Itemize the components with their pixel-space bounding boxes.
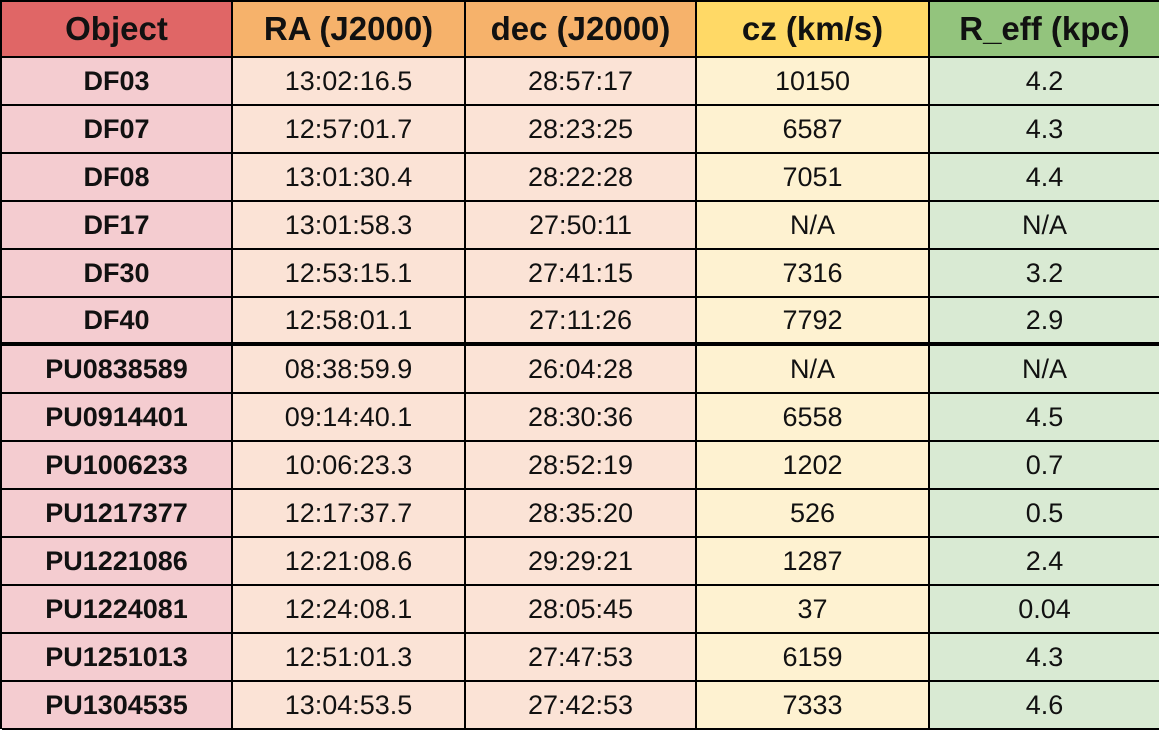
cell-ra: 09:14:40.1 <box>233 394 466 442</box>
header-ra: RA (J2000) <box>233 2 466 58</box>
cell-r-eff: 2.9 <box>930 298 1159 346</box>
cell-r-eff: 2.4 <box>930 538 1159 586</box>
cell-r-eff: 4.3 <box>930 106 1159 154</box>
cell-r-eff: 4.5 <box>930 394 1159 442</box>
cell-object: DF08 <box>2 154 233 202</box>
cell-dec: 28:35:20 <box>466 490 697 538</box>
cell-cz: 1202 <box>697 442 930 490</box>
cell-dec: 28:57:17 <box>466 58 697 106</box>
cell-cz: 526 <box>697 490 930 538</box>
cell-r-eff: 4.4 <box>930 154 1159 202</box>
cell-object: PU1221086 <box>2 538 233 586</box>
cell-ra: 12:51:01.3 <box>233 634 466 682</box>
cell-cz: 7333 <box>697 682 930 730</box>
cell-cz: 1287 <box>697 538 930 586</box>
cell-ra: 13:01:58.3 <box>233 202 466 250</box>
cell-cz: 7792 <box>697 298 930 346</box>
cell-dec: 27:50:11 <box>466 202 697 250</box>
cell-cz: 6558 <box>697 394 930 442</box>
cell-object: DF03 <box>2 58 233 106</box>
cell-dec: 28:30:36 <box>466 394 697 442</box>
cell-r-eff: 0.04 <box>930 586 1159 634</box>
cell-r-eff: 3.2 <box>930 250 1159 298</box>
cell-cz: 37 <box>697 586 930 634</box>
cell-ra: 12:53:15.1 <box>233 250 466 298</box>
cell-cz: 7051 <box>697 154 930 202</box>
cell-object: DF40 <box>2 298 233 346</box>
cell-object: PU1304535 <box>2 682 233 730</box>
cell-object: DF30 <box>2 250 233 298</box>
cell-object: PU1251013 <box>2 634 233 682</box>
cell-dec: 27:42:53 <box>466 682 697 730</box>
cell-object: DF17 <box>2 202 233 250</box>
cell-ra: 12:17:37.7 <box>233 490 466 538</box>
cell-ra: 10:06:23.3 <box>233 442 466 490</box>
cell-object: PU0914401 <box>2 394 233 442</box>
cell-cz: 6587 <box>697 106 930 154</box>
header-object: Object <box>2 2 233 58</box>
cell-object: PU0838589 <box>2 346 233 394</box>
cell-cz: N/A <box>697 202 930 250</box>
cell-object: PU1006233 <box>2 442 233 490</box>
cell-dec: 27:41:15 <box>466 250 697 298</box>
header-cz: cz (km/s) <box>697 2 930 58</box>
cell-cz: 6159 <box>697 634 930 682</box>
cell-r-eff: 4.2 <box>930 58 1159 106</box>
cell-r-eff: N/A <box>930 346 1159 394</box>
cell-r-eff: 0.7 <box>930 442 1159 490</box>
cell-ra: 12:24:08.1 <box>233 586 466 634</box>
cell-dec: 28:05:45 <box>466 586 697 634</box>
cell-ra: 08:38:59.9 <box>233 346 466 394</box>
cell-dec: 27:11:26 <box>466 298 697 346</box>
cell-dec: 27:47:53 <box>466 634 697 682</box>
cell-ra: 13:01:30.4 <box>233 154 466 202</box>
cell-dec: 28:52:19 <box>466 442 697 490</box>
cell-object: PU1224081 <box>2 586 233 634</box>
cell-r-eff: 4.3 <box>930 634 1159 682</box>
cell-ra: 13:02:16.5 <box>233 58 466 106</box>
cell-cz: N/A <box>697 346 930 394</box>
cell-dec: 28:22:28 <box>466 154 697 202</box>
cell-cz: 10150 <box>697 58 930 106</box>
cell-object: DF07 <box>2 106 233 154</box>
cell-ra: 12:58:01.1 <box>233 298 466 346</box>
cell-r-eff: 4.6 <box>930 682 1159 730</box>
header-r-eff: R_eff (kpc) <box>930 2 1159 58</box>
cell-dec: 28:23:25 <box>466 106 697 154</box>
cell-dec: 26:04:28 <box>466 346 697 394</box>
header-dec: dec (J2000) <box>466 2 697 58</box>
cell-ra: 13:04:53.5 <box>233 682 466 730</box>
cell-ra: 12:57:01.7 <box>233 106 466 154</box>
cell-dec: 29:29:21 <box>466 538 697 586</box>
cell-cz: 7316 <box>697 250 930 298</box>
cell-r-eff: N/A <box>930 202 1159 250</box>
cell-object: PU1217377 <box>2 490 233 538</box>
cell-ra: 12:21:08.6 <box>233 538 466 586</box>
cell-r-eff: 0.5 <box>930 490 1159 538</box>
